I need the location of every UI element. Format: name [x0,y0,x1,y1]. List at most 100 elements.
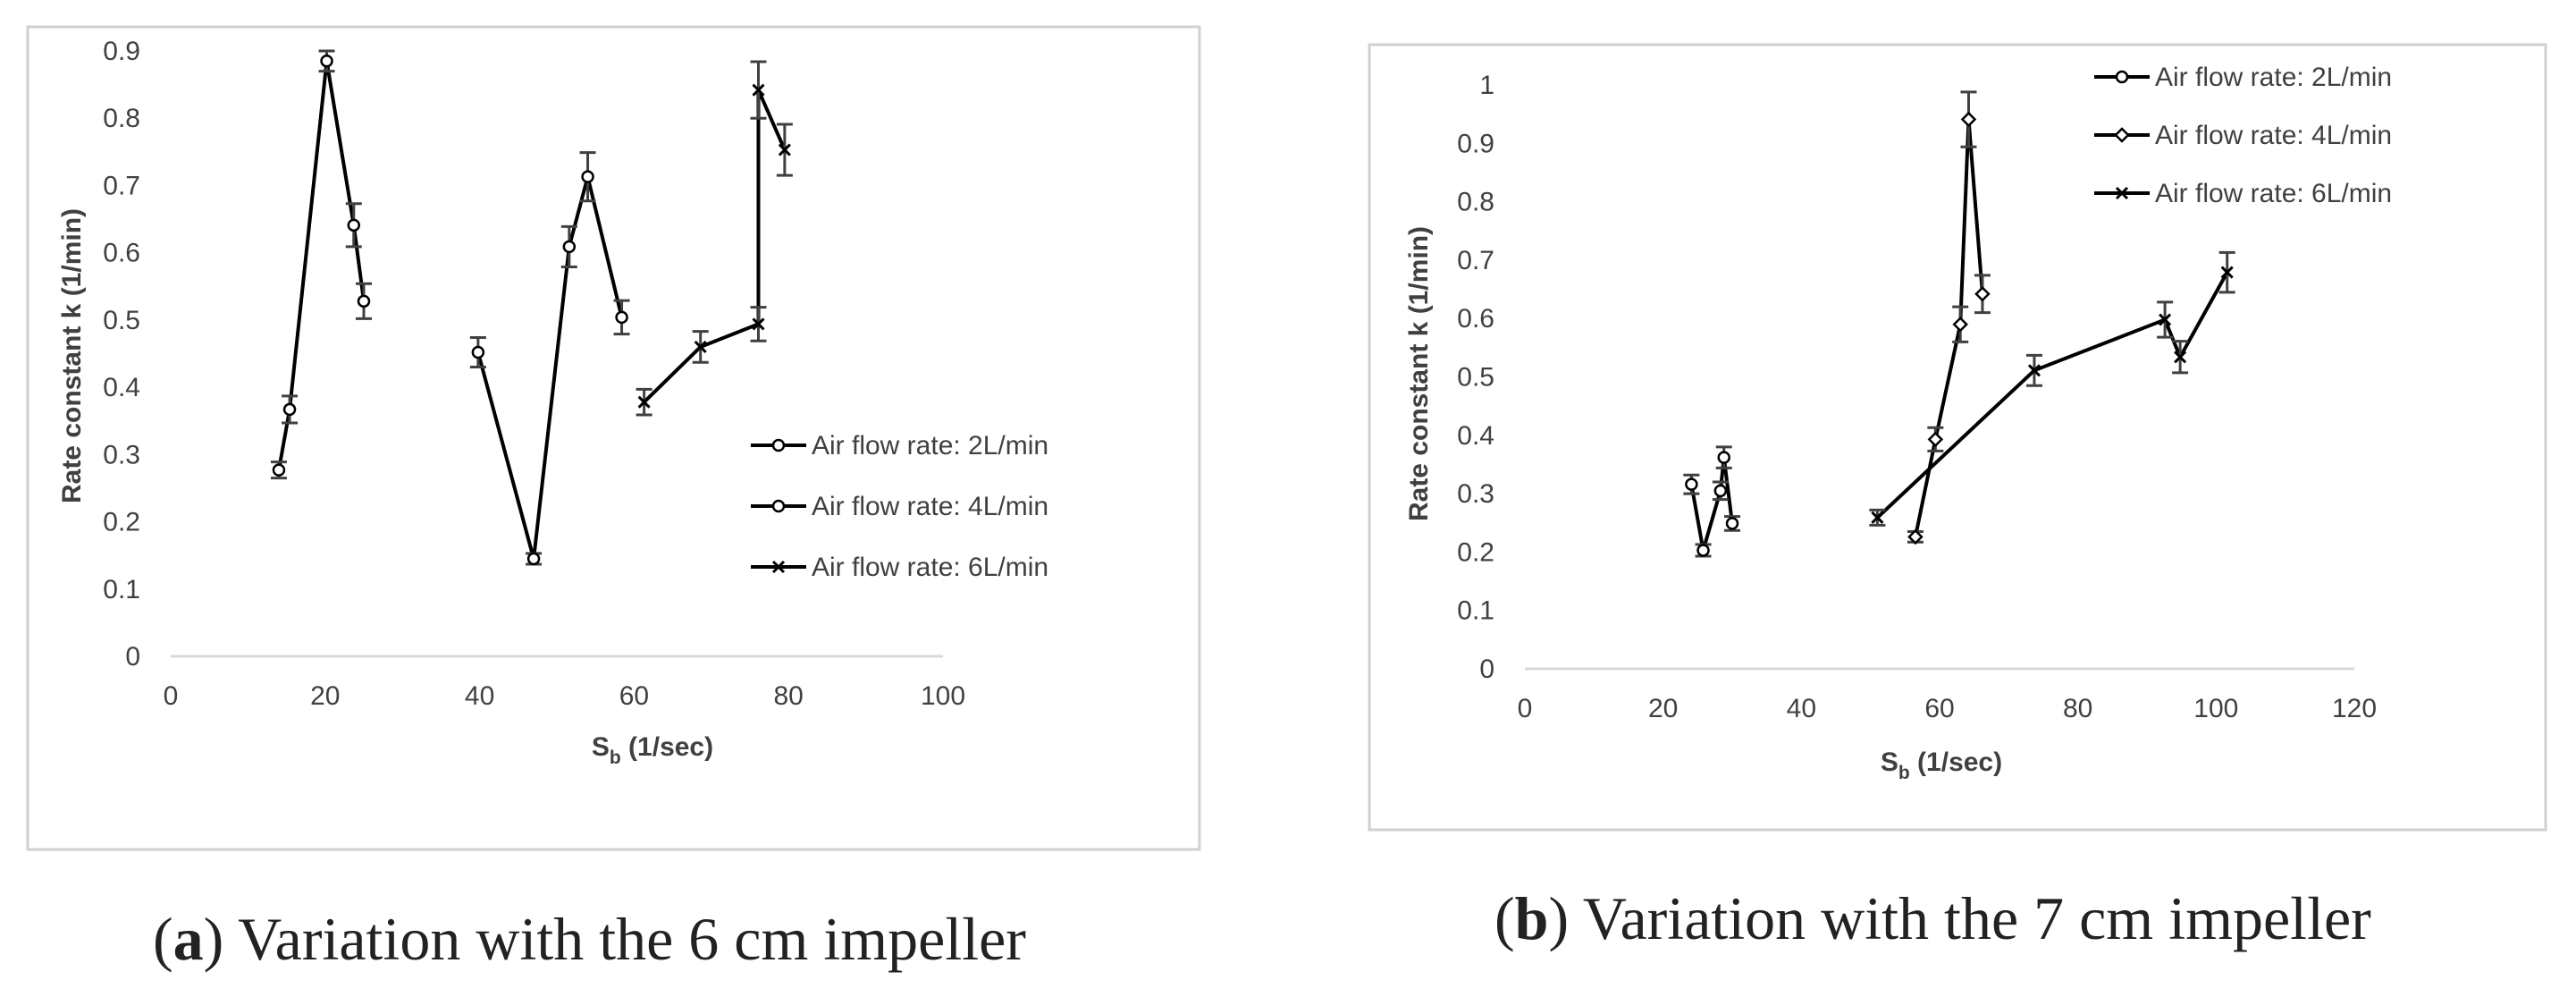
chart-a-x-axis-title: Sb (1/sec) [592,732,713,768]
data-point-marker [320,55,333,68]
chart-a-frame [26,25,1201,851]
chart-b-y-tick-label: 0.9 [1457,129,1494,158]
chart-b-y-tick-label: 0.3 [1457,479,1494,509]
data-point-marker [2159,313,2172,326]
chart-b-y-axis-title: Rate constant k (1/min) [1404,226,1434,521]
chart-b-x-tick-label: 20 [1648,694,1678,723]
chart-b-legend-label: Air flow rate: 6L/min [2155,179,2392,208]
chart-b-x-axis-title-main: S [1881,748,1898,777]
chart-a-legend: Air flow rate: 2L/min Air flow rate: 4L/m… [751,431,1048,582]
chart-b-y-tick-label: 0.6 [1457,304,1494,334]
chart-b-x-axis-title-sub: b [1898,763,1910,783]
data-point-marker [581,170,594,183]
chart-panel-a: 0 0.1 0.2 0.3 0.4 0.5 0.6 0.7 0.8 0.9 0 20 40 60 80 10… [26,25,1201,851]
data-point-marker [1927,431,1944,448]
chart-b-legend-label: Air flow rate: 4L/min [2155,121,2392,150]
caption-a-letter: a [173,905,204,973]
data-point-marker [272,463,286,477]
data-point-marker [2174,351,2187,364]
data-point-marker [526,552,541,566]
chart-a-y-tick-label: 0.2 [103,508,140,537]
data-point-marker [1685,477,1698,491]
chart-a-series-1 [270,49,372,480]
data-point-marker [2220,266,2234,279]
chart-b-x-tick-label: 100 [2193,694,2238,723]
chart-b-y-tick-label: 0.4 [1457,421,1494,451]
chart-a-series-2 [469,151,630,566]
chart-a-series-3 [636,60,793,417]
chart-a-y-tick-label: 0.7 [103,171,140,200]
chart-b-legend-label: Air flow rate: 2L/min [2155,63,2392,92]
legend-marker [771,499,786,513]
chart-a-y-tick-label: 0.8 [103,104,140,133]
data-point-marker [347,218,361,232]
chart-b-series-1 [1683,445,1740,558]
data-point-marker [562,240,577,254]
data-point-marker [637,395,651,409]
data-point-marker [2027,364,2041,377]
chart-a-y-tick-label: 0.3 [103,440,140,469]
data-point-marker [778,143,791,156]
data-point-marker [752,83,765,97]
chart-b-x-tick-label: 40 [1787,694,1816,723]
data-point-marker [1725,517,1739,530]
chart-panel-b: 0 0.1 0.2 0.3 0.4 0.5 0.6 0.7 0.8 0.9 1 0 20 40 60 80 1… [1368,43,2547,832]
chart-a-x-axis-title-main: S [592,732,610,762]
legend-marker [2115,70,2129,84]
data-point-marker [1871,511,1884,524]
chart-a-y-tick-label: 0.1 [103,575,140,604]
chart-b-x-ticks: 0 20 40 60 80 100 120 [1518,694,2377,723]
caption-a: (a) Variation with the 6 cm impeller [153,905,1026,973]
chart-a-x-tick-label: 40 [465,681,494,711]
chart-b-y-tick-label: 0.7 [1457,246,1494,275]
chart-b-legend: Air flow rate: 2L/min Air flow rate: 4L/m… [2094,63,2392,208]
chart-b-y-ticks: 0 0.1 0.2 0.3 0.4 0.5 0.6 0.7 0.8 0.9 1 [1457,71,1494,684]
data-point-marker [1696,544,1710,557]
chart-b-series-3 [1869,250,2235,527]
chart-a-x-tick-label: 80 [774,681,804,711]
data-point-marker [1713,484,1728,498]
legend-marker [771,438,786,452]
chart-a-legend-label: Air flow rate: 2L/min [812,431,1048,460]
chart-b-x-tick-label: 60 [1924,694,1954,723]
chart-b-x-axis-title: Sb (1/sec) [1881,748,2002,783]
data-point-marker [1960,111,1977,128]
data-point-marker [282,402,297,417]
chart-b-y-tick-label: 0 [1479,655,1494,684]
chart-a-legend-label: Air flow rate: 6L/min [812,553,1048,582]
chart-b-x-tick-label: 80 [2063,694,2092,723]
chart-a-x-axis-title-unit: (1/sec) [621,732,713,762]
caption-b-text: Variation with the 7 cm impeller [1583,884,2371,952]
caption-b: (b) Variation with the 7 cm impeller [1494,884,2371,952]
data-point-marker [1974,286,1991,302]
chart-a-y-tick-label: 0.5 [103,306,140,335]
data-point-marker [357,294,371,308]
data-point-marker [694,340,707,354]
data-point-marker [1907,528,1924,545]
chart-b-y-tick-label: 0.1 [1457,596,1494,626]
chart-a-x-tick-label: 100 [921,681,965,711]
data-point-marker [471,345,485,359]
chart-a-y-axis-title: Rate constant k (1/min) [57,208,87,503]
chart-a-y-tick-label: 0.6 [103,239,140,268]
chart-b-y-tick-label: 0.5 [1457,363,1494,393]
chart-a-plot-area [270,49,793,566]
chart-a-legend-label: Air flow rate: 4L/min [812,492,1048,521]
chart-b-y-tick-label: 1 [1479,71,1494,100]
legend-marker [2114,127,2130,143]
chart-b-x-tick-label: 120 [2332,694,2377,723]
chart-a-y-tick-label: 0 [125,642,140,672]
chart-b-x-axis-title-unit: (1/sec) [1910,748,2002,777]
chart-a-x-axis-title-sub: b [610,748,621,768]
chart-b-y-tick-label: 0.8 [1457,188,1494,217]
chart-a-y-tick-label: 0.4 [103,373,140,402]
chart-b-frame [1368,43,2547,832]
data-point-marker [1717,451,1730,464]
chart-b-x-tick-label: 0 [1518,694,1533,723]
chart-a-x-tick-label: 60 [619,681,649,711]
chart-a-x-ticks: 0 20 40 60 80 100 [164,681,965,711]
chart-a-x-tick-label: 0 [164,681,179,711]
chart-b-y-tick-label: 0.2 [1457,537,1494,567]
chart-b-plot-area [1683,90,2235,558]
chart-a-x-tick-label: 20 [310,681,340,711]
